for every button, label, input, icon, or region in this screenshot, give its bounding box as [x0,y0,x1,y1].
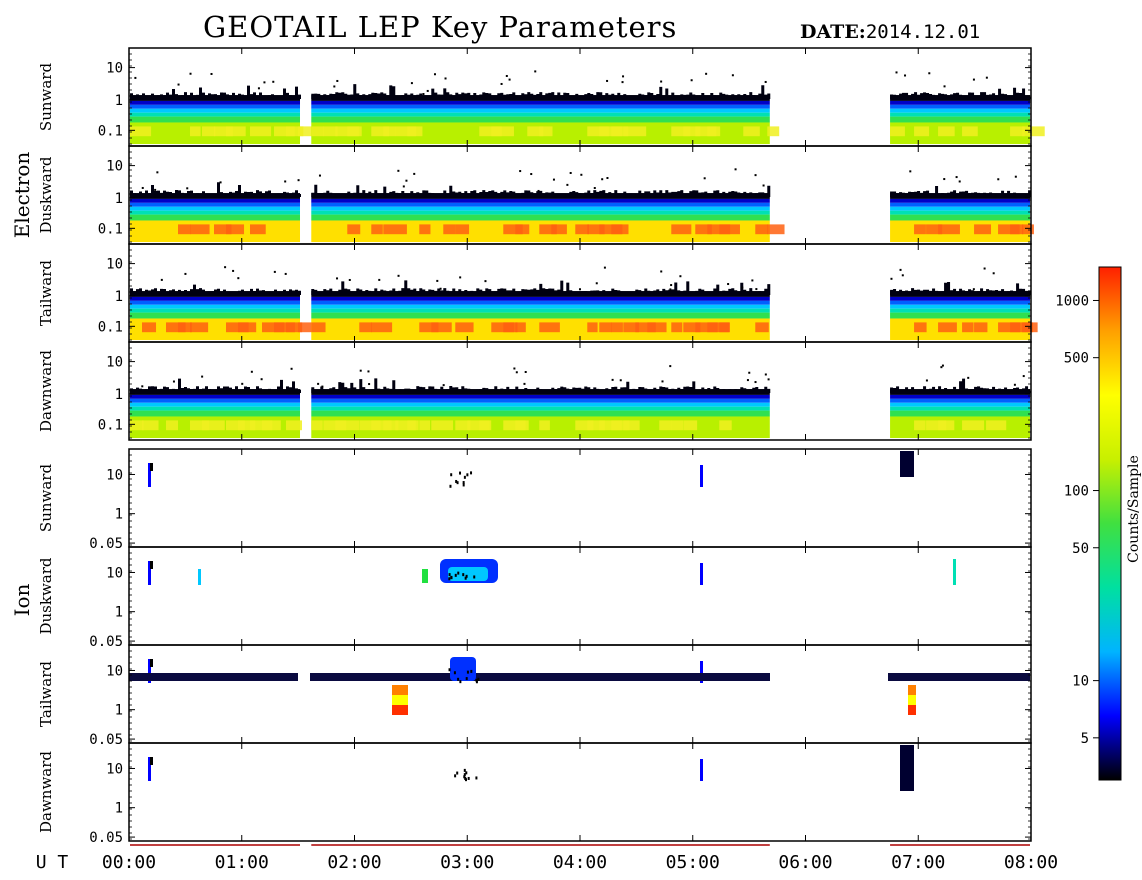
ion-spectrogram-duskward [148,559,956,585]
y-tick-label: 10 [106,355,123,371]
y-tick-label: 10 [106,663,123,679]
y-tick-label: 1 [115,507,123,523]
y-tick-label: 1 [115,605,123,621]
y-tick-label: 0.1 [98,123,123,139]
ion-spectrogram-sunward [148,451,914,488]
y-tick-label: 1 [115,191,123,207]
panel-label: Tailward [37,661,55,727]
panel-label: Sunward [37,63,55,132]
x-tick-label: 06:00 [778,852,832,873]
y-tick-label: 0.05 [89,732,123,748]
y-tick-label: 0.1 [98,221,123,237]
x-tick-label: 00:00 [102,852,156,873]
panel-label: Duskward [37,557,55,634]
electron-spectrogram-duskward [130,168,1034,243]
y-tick-label: 10 [106,61,123,77]
y-tick-label: 1 [115,703,123,719]
y-tick-label: 1 [115,93,123,109]
colorbar-tick-label: 50 [1072,541,1089,557]
electron-spectrogram-tailward [130,266,1038,341]
y-tick-label: 0.05 [89,536,123,552]
x-tick-label: 02:00 [327,852,381,873]
colorbar [1098,266,1122,781]
panel-label: Dawnward [37,751,55,833]
panel-label: Tailward [37,260,55,326]
date-label: DATE: [800,21,866,43]
electron-spectrogram-dawnward [130,364,1032,439]
electron-spectrogram-sunward [130,70,1045,145]
x-tick-label: 04:00 [553,852,607,873]
y-tick-label: 10 [106,565,123,581]
y-tick-label: 1 [115,289,123,305]
date-value: 2014.12.01 [865,21,981,43]
panel-label: Sunward [37,464,55,533]
ion-spectrogram-tailward [129,657,1030,715]
ion-panel-2-axes: 10 1 0.05 Tailward [37,644,1032,748]
y-tick-label: 10 [106,467,123,483]
y-tick-label: 0.1 [98,417,123,433]
ion-panel-1-axes: 10 1 0.05 Duskward [37,546,1032,650]
x-tick-label: 05:00 [666,852,720,873]
ion-panel-3-axes: 10 1 0.05 Dawnward [37,742,1032,846]
colorbar-tick-label: 1000 [1055,293,1089,309]
ion-panel-0-axes: 10 1 0.05 Sunward [37,448,1032,552]
y-tick-label: 10 [106,159,123,175]
y-tick-label: 0.05 [89,634,123,650]
y-tick-label: 10 [106,761,123,777]
date-readout: DATE:2014.12.01 [800,21,980,43]
x-tick-label: 03:00 [440,852,494,873]
chart-title: GEOTAIL LEP Key Parameters [203,10,678,44]
panel-label: Dawnward [37,350,55,432]
y-tick-label: 1 [115,387,123,403]
x-tick-label: 08:00 [1004,852,1058,873]
colorbar-tick-label: 500 [1064,351,1089,367]
x-tick-label: 01:00 [215,852,269,873]
ion-group-label: Ion [10,583,34,616]
colorbar-tick-label: 100 [1064,484,1089,500]
colorbar-tick-label: 10 [1072,674,1089,690]
x-tick-label: 07:00 [891,852,945,873]
panel-label: Duskward [37,156,55,233]
colorbar-label: Counts/Sample [1126,455,1142,563]
y-tick-label: 0.05 [89,830,123,846]
y-tick-label: 0.1 [98,319,123,335]
y-tick-label: 10 [106,257,123,273]
x-axis-label: U T [36,852,69,873]
y-tick-label: 1 [115,801,123,817]
colorbar-tick-label: 5 [1081,731,1089,747]
ion-spectrogram-dawnward [148,745,914,791]
electron-group-label: Electron [10,152,34,239]
